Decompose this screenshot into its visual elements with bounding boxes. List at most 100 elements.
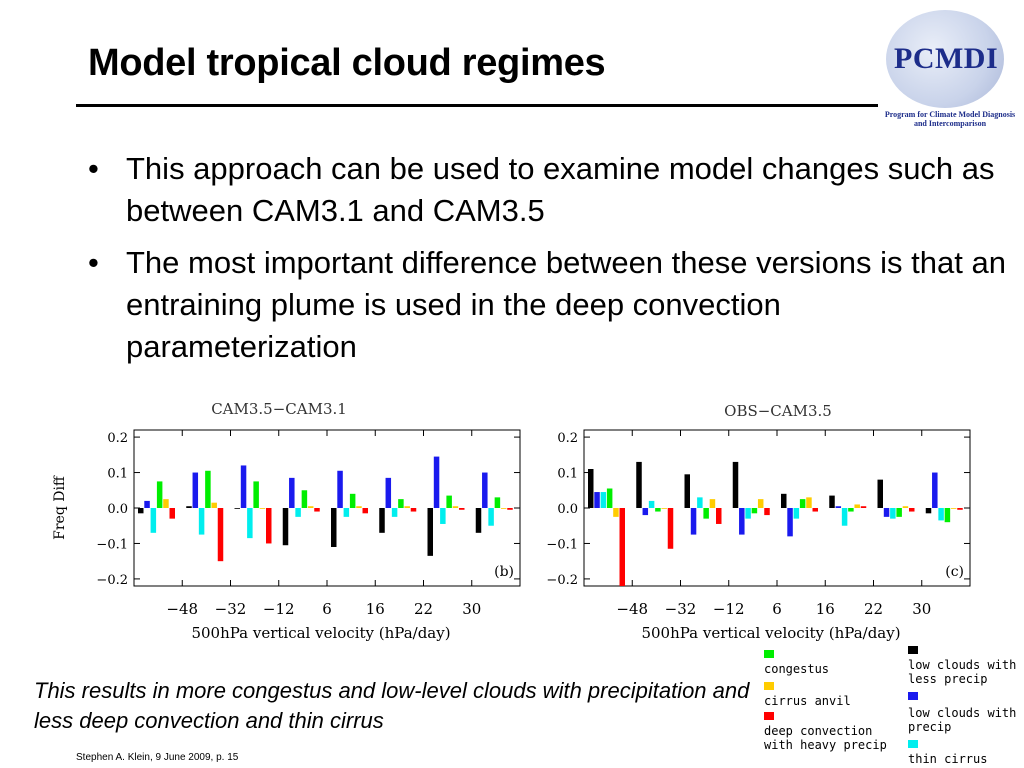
x-tick-label: 6 [772, 600, 782, 618]
x-tick-label: 30 [912, 600, 931, 618]
footer-citation: Stephen A. Klein, 9 June 2009, p. 15 [76, 752, 239, 763]
bar [301, 490, 308, 508]
bar [446, 495, 452, 508]
bar [829, 495, 835, 508]
y-tick-label: 0.0 [557, 502, 578, 517]
bar [667, 508, 674, 549]
y-axis-label: Freq Diff [52, 475, 68, 540]
bar [854, 504, 860, 508]
legend-swatch [764, 712, 774, 720]
bar [144, 500, 150, 508]
y-tick-label: −0.2 [546, 573, 578, 588]
x-tick-label: −48 [616, 600, 648, 618]
bar [217, 508, 224, 562]
x-axis-label: 500hPa vertical velocity (hPa/day) [641, 624, 900, 642]
legend-label: low clouds with precip [908, 706, 1017, 734]
legend: congestus cirrus anvil deep convection w… [758, 640, 1020, 768]
y-tick-label: 0.2 [107, 431, 128, 446]
bar [764, 508, 770, 516]
bar [932, 472, 938, 508]
legend-swatch [908, 740, 918, 748]
y-tick-label: −0.2 [96, 573, 128, 588]
bar [751, 508, 758, 514]
bar [398, 499, 404, 508]
bar [138, 508, 144, 514]
bar [902, 506, 909, 508]
bar [410, 508, 417, 512]
legend-label: low clouds with less precip [908, 658, 1017, 686]
x-tick-label: −32 [665, 600, 697, 618]
bar [307, 506, 314, 508]
bullet-text: The most important difference between th… [126, 245, 1006, 364]
bar [709, 499, 716, 508]
bar [732, 461, 739, 508]
pcmdi-logo: PCMDI Program for Climate Model Diagnosi… [880, 10, 1020, 130]
bars [138, 456, 513, 562]
bar [890, 508, 896, 519]
bar [619, 508, 625, 586]
bar [198, 508, 205, 535]
title-underline [76, 104, 878, 107]
bar [234, 508, 240, 509]
y-tick-label: 0.0 [107, 502, 128, 517]
bar [440, 508, 446, 524]
bar [703, 508, 709, 519]
bullet-item: • The most important difference between t… [88, 242, 1018, 368]
chart-c: OBS−CAM3.5 0.2 0.1 0.0 −0.1 −0.2 −48 −32 −12 6 16 2… [530, 398, 990, 646]
bar [739, 508, 745, 535]
bar [349, 493, 356, 508]
bullet-item: • This approach can be used to examine mo… [88, 148, 1018, 232]
bar [253, 481, 259, 508]
bar [757, 499, 764, 508]
bar [613, 508, 619, 517]
chart-b-svg: CAM3.5−CAM3.1 0.2 0.1 0.0 −0.1 −0.2 −48 −32 −12 6… [52, 400, 521, 642]
x-tick-label: 16 [366, 600, 385, 618]
bar [247, 508, 253, 539]
bar [259, 508, 266, 509]
bar [938, 508, 944, 521]
panel-label: (c) [945, 564, 964, 580]
bar [331, 508, 337, 547]
x-tick-label: −12 [713, 600, 745, 618]
bar [475, 508, 482, 533]
chart-b: CAM3.5−CAM3.1 0.2 0.1 0.0 −0.1 −0.2 −48 −32 −12 6… [48, 398, 528, 646]
bar [799, 499, 806, 508]
bar [337, 470, 343, 508]
legend-swatch [908, 646, 918, 654]
globe-icon [886, 10, 1004, 108]
y-tick-label: −0.1 [546, 537, 578, 552]
bullet-icon: • [88, 151, 99, 186]
bar [860, 506, 867, 508]
slide-title: Model tropical cloud regimes [88, 42, 606, 84]
bar [205, 470, 211, 508]
y-tick-label: 0.1 [557, 467, 578, 482]
bar [295, 508, 301, 517]
bar [343, 508, 350, 517]
x-tick-label: 16 [816, 600, 835, 618]
chart-c-svg: OBS−CAM3.5 0.2 0.1 0.0 −0.1 −0.2 −48 −32 −12 6 16 2… [546, 402, 971, 642]
x-tick-label: 30 [462, 600, 481, 618]
bar [588, 469, 594, 508]
legend-label: cirrus anvil [764, 694, 851, 708]
bar [896, 508, 902, 517]
bar [494, 497, 501, 508]
legend-label: thin cirrus [908, 752, 988, 766]
bar [433, 456, 440, 508]
bar [211, 502, 217, 508]
bar [642, 508, 649, 516]
bar [452, 506, 459, 508]
bars [588, 461, 963, 586]
bar [459, 508, 465, 510]
bar [169, 508, 175, 519]
bar [655, 508, 661, 512]
bar [391, 508, 398, 517]
bar [156, 481, 163, 508]
legend-swatch [764, 650, 774, 658]
legend-swatch [764, 682, 774, 690]
x-tick-label: −32 [215, 600, 247, 618]
logo-subtitle: Program for Climate Model Diagnosis and … [884, 110, 1016, 128]
bar [482, 472, 488, 508]
bar [507, 508, 513, 510]
bar [925, 508, 932, 514]
x-tick-label: 6 [322, 600, 332, 618]
